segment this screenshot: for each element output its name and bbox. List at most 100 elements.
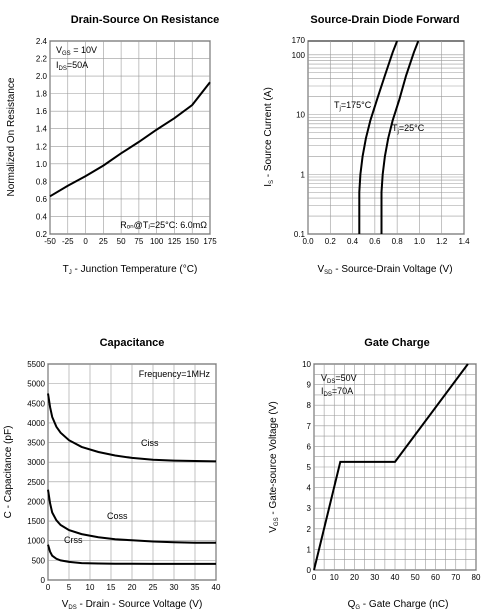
series-label-coss: Coss [107, 511, 128, 521]
tick-label: 1.0 [36, 160, 48, 169]
tick-label: 2000 [27, 497, 45, 506]
tick-label: 1500 [27, 517, 45, 526]
y-axis-label: C - Capacitance (pF) [3, 426, 14, 519]
tick-label: 50 [411, 573, 420, 582]
chart-gate-charge: Gate Charge 0 10 20 30 40 50 60 70 80 0 1 2 3 4 5 6 7 8 9… [268, 337, 481, 611]
tick-label: 10 [86, 583, 95, 592]
annotation-ids: IDS=50A [56, 60, 88, 72]
x-axis-label: QG - Gate Charge (nC) [348, 599, 449, 611]
annotation-vgs: VGS = 10V [56, 45, 97, 57]
tick-label: 500 [32, 556, 46, 565]
tick-label: 2 [307, 525, 312, 534]
tick-label: 0.2 [36, 230, 48, 239]
grid [49, 40, 211, 235]
tick-label: -25 [62, 237, 74, 246]
x-tick-labels: 0 10 20 30 40 50 60 70 80 [312, 573, 481, 582]
series-line [313, 363, 469, 571]
chart-on-resistance: Drain-Source On Resistance -50 -25 0 25 50 75… [6, 14, 219, 276]
tick-label: 0.4 [347, 237, 359, 246]
tick-label: 0 [46, 583, 51, 592]
tick-label: 60 [431, 573, 440, 582]
tick-label: 5 [307, 463, 312, 472]
tick-label: 2.0 [36, 72, 48, 81]
chart-title: Source-Drain Diode Forward [310, 14, 459, 26]
tick-label: 20 [128, 583, 137, 592]
tick-label: 0.8 [36, 177, 48, 186]
label-tj-175c: Tj=175°C [334, 100, 372, 112]
tick-label: 100 [150, 237, 164, 246]
tick-label: 1.6 [36, 107, 48, 116]
tick-label: 0.8 [392, 237, 404, 246]
series-line-crss [47, 544, 216, 565]
x-axis-label: VDS - Drain - Source Voltage (V) [62, 599, 203, 611]
grid [47, 363, 217, 581]
tick-label: 40 [391, 573, 400, 582]
tick-label: 50 [117, 237, 126, 246]
tick-label: 9 [307, 381, 312, 390]
chart-title: Gate Charge [364, 337, 429, 349]
tick-label: 70 [451, 573, 460, 582]
tick-label: 5500 [27, 360, 45, 369]
tick-label: 10 [302, 360, 311, 369]
y-tick-labels: 0 1 2 3 4 5 6 7 8 9 10 [302, 360, 311, 575]
tick-label: 3 [307, 504, 312, 513]
tick-label: 20 [350, 573, 359, 582]
tick-label: 4500 [27, 399, 45, 408]
tick-label: 75 [134, 237, 143, 246]
x-tick-labels: 0 5 10 15 20 25 30 35 40 [46, 583, 221, 592]
y-axis-label: VGS - Gate-source Voltage (V) [268, 401, 280, 533]
tick-label: 7 [307, 422, 312, 431]
tick-label: 40 [212, 583, 221, 592]
tick-label: 1.4 [458, 237, 470, 246]
tick-label: 5000 [27, 380, 45, 389]
x-axis-label: TJ - Junction Temperature (°C) [63, 264, 198, 276]
series-line [49, 81, 211, 198]
annotation-ids: IDS=70A [321, 386, 353, 398]
tick-label: 25 [99, 237, 108, 246]
tick-label: 100 [292, 51, 306, 60]
tick-label: 0 [307, 566, 312, 575]
annotation-frequency: Frequency=1MHz [139, 369, 211, 379]
y-axis-label: IS - Source Current (A) [263, 87, 275, 187]
x-axis-label: VSD - Source-Drain Voltage (V) [317, 264, 452, 276]
tick-label: 6 [307, 442, 312, 451]
series-line-25c [380, 40, 420, 234]
grid [313, 363, 477, 571]
chart-diode-forward: Source-Drain Diode Forward 0.0 0.2 0.4 0.6 0… [263, 14, 470, 276]
tick-label: 0 [83, 237, 88, 246]
tick-label: 175 [203, 237, 217, 246]
chart-capacitance: Capacitance 0 5 10 15 20 25 30 35 40 0 500 1000 150… [3, 337, 221, 611]
tick-label: 125 [168, 237, 182, 246]
label-tj-25c: Tj=25°C [392, 123, 425, 135]
tick-label: 1 [301, 170, 306, 179]
x-tick-labels: 0.0 0.2 0.4 0.6 0.8 1.0 1.2 1.4 [302, 237, 470, 246]
tick-label: 80 [472, 573, 481, 582]
chart-title: Drain-Source On Resistance [71, 14, 220, 26]
tick-label: 1.8 [36, 90, 48, 99]
y-tick-labels: 0.1 1 10 100 170 [292, 36, 306, 239]
tick-label: 150 [186, 237, 200, 246]
tick-label: 10 [330, 573, 339, 582]
tick-label: 8 [307, 401, 312, 410]
tick-label: 5 [67, 583, 72, 592]
tick-label: 0.6 [369, 237, 381, 246]
y-tick-labels: 0 500 1000 1500 2000 2500 3000 3500 4000 4500 5000… [27, 360, 45, 585]
tick-label: 4000 [27, 419, 45, 428]
y-tick-labels: 0.2 0.4 0.6 0.8 1.0 1.2 1.4 1.6 1.8 2.0 2.2 2.4 [36, 37, 48, 239]
tick-label: 1.2 [436, 237, 448, 246]
tick-label: 0.6 [36, 195, 48, 204]
tick-label: 1.4 [36, 125, 48, 134]
series-label-crss: Crss [64, 535, 83, 545]
series-line-coss [47, 489, 216, 544]
tick-label: 0 [312, 573, 317, 582]
tick-label: 35 [191, 583, 200, 592]
series-line-175c [358, 40, 399, 234]
tick-label: 30 [170, 583, 179, 592]
tick-label: 0.4 [36, 212, 48, 221]
tick-label: -50 [44, 237, 56, 246]
tick-label: 170 [292, 36, 306, 45]
tick-label: 1.0 [414, 237, 426, 246]
series-label-ciss: Ciss [141, 438, 159, 448]
tick-label: 30 [370, 573, 379, 582]
